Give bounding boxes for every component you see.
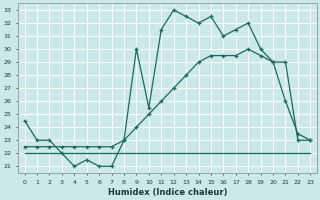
- X-axis label: Humidex (Indice chaleur): Humidex (Indice chaleur): [108, 188, 227, 197]
